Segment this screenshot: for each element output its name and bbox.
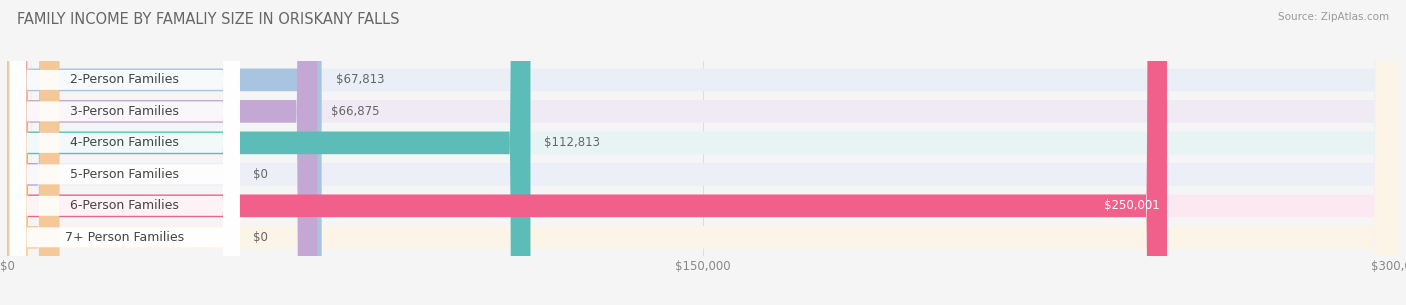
Text: 3-Person Families: 3-Person Families [70,105,179,118]
Text: 6-Person Families: 6-Person Families [70,199,179,212]
Text: 4-Person Families: 4-Person Families [70,136,179,149]
Text: $0: $0 [253,231,269,244]
Text: Source: ZipAtlas.com: Source: ZipAtlas.com [1278,12,1389,22]
FancyBboxPatch shape [10,0,239,305]
Text: 2-Person Families: 2-Person Families [70,74,179,86]
Text: 7+ Person Families: 7+ Person Families [65,231,184,244]
FancyBboxPatch shape [7,0,530,305]
FancyBboxPatch shape [7,0,59,305]
FancyBboxPatch shape [7,0,318,305]
FancyBboxPatch shape [7,0,1167,305]
FancyBboxPatch shape [10,0,239,305]
FancyBboxPatch shape [10,0,239,305]
FancyBboxPatch shape [7,0,1399,305]
Text: $66,875: $66,875 [332,105,380,118]
Text: 5-Person Families: 5-Person Families [70,168,179,181]
FancyBboxPatch shape [10,0,239,305]
Text: $112,813: $112,813 [544,136,600,149]
FancyBboxPatch shape [7,0,1399,305]
FancyBboxPatch shape [7,0,1399,305]
FancyBboxPatch shape [7,0,1399,305]
Text: $250,001: $250,001 [1104,199,1160,212]
Text: $67,813: $67,813 [336,74,384,86]
FancyBboxPatch shape [10,0,239,305]
Text: FAMILY INCOME BY FAMALIY SIZE IN ORISKANY FALLS: FAMILY INCOME BY FAMALIY SIZE IN ORISKAN… [17,12,399,27]
Text: $0: $0 [253,168,269,181]
FancyBboxPatch shape [7,0,59,305]
FancyBboxPatch shape [7,0,322,305]
FancyBboxPatch shape [7,0,1399,305]
FancyBboxPatch shape [7,0,1399,305]
FancyBboxPatch shape [10,0,239,305]
